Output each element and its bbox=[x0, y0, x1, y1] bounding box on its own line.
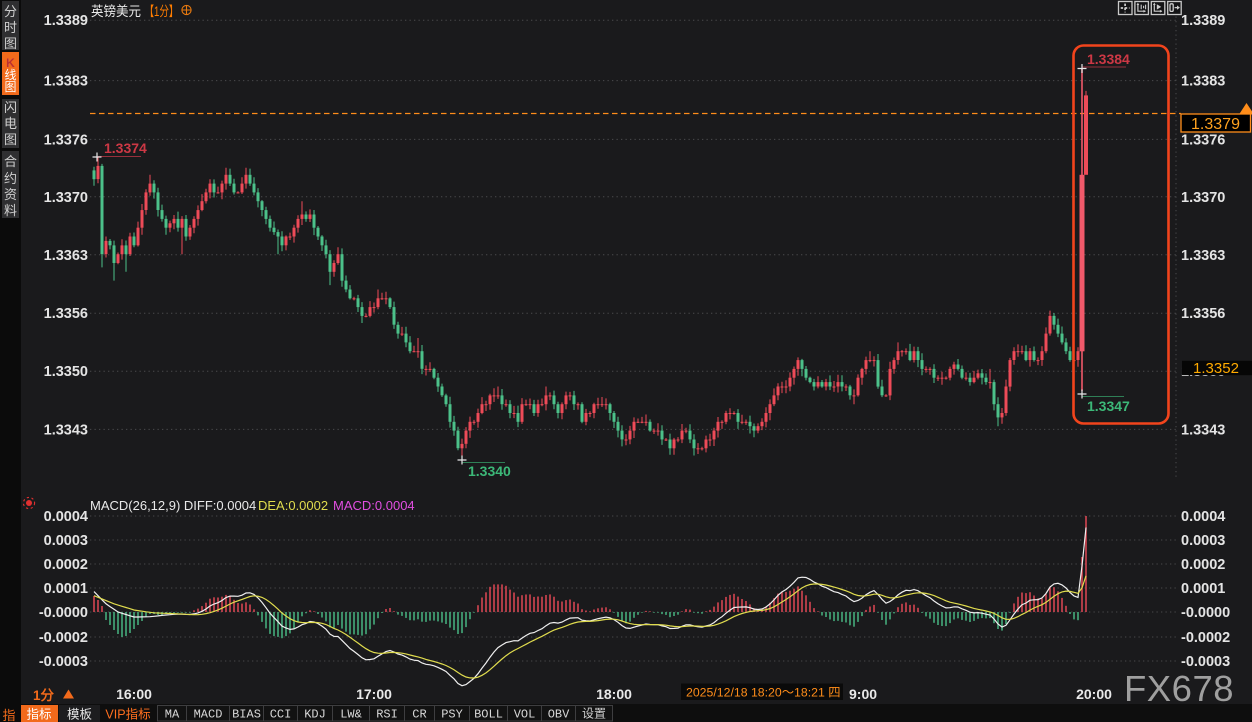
svg-text:RSI: RSI bbox=[376, 708, 398, 722]
svg-text:BOLL: BOLL bbox=[474, 708, 503, 722]
svg-text:1.3343: 1.3343 bbox=[1181, 422, 1225, 438]
svg-text:LW&: LW& bbox=[340, 708, 362, 722]
svg-text:0.0004: 0.0004 bbox=[44, 509, 88, 525]
svg-text:VOL: VOL bbox=[514, 708, 536, 722]
svg-text:PSY: PSY bbox=[441, 708, 463, 722]
svg-text:分: 分 bbox=[4, 4, 17, 19]
svg-text:FX678: FX678 bbox=[1124, 668, 1234, 709]
svg-text:【1分】: 【1分】 bbox=[145, 4, 179, 19]
svg-text:20:00: 20:00 bbox=[1076, 686, 1112, 702]
svg-text:1.3356: 1.3356 bbox=[44, 306, 88, 322]
svg-text:-0.0000: -0.0000 bbox=[1181, 605, 1230, 621]
svg-text:1.3376: 1.3376 bbox=[44, 132, 88, 148]
svg-text:1.3356: 1.3356 bbox=[1181, 306, 1225, 322]
svg-text:1.3389: 1.3389 bbox=[44, 13, 88, 29]
svg-text:OBV: OBV bbox=[548, 708, 570, 722]
svg-text:CR: CR bbox=[412, 708, 426, 722]
svg-text:-0.0000: -0.0000 bbox=[39, 605, 88, 621]
svg-text:资: 资 bbox=[4, 187, 17, 202]
svg-text:约: 约 bbox=[4, 171, 17, 186]
svg-text:设置: 设置 bbox=[582, 707, 606, 721]
svg-text:合: 合 bbox=[4, 154, 17, 169]
svg-text:1.3379: 1.3379 bbox=[1191, 116, 1240, 133]
svg-text:-0.0002: -0.0002 bbox=[39, 630, 88, 646]
svg-text:K: K bbox=[6, 56, 15, 70]
svg-text:MACD: MACD bbox=[194, 708, 223, 722]
svg-text:MACD(26,12,9) DIFF:0.0004: MACD(26,12,9) DIFF:0.0004 bbox=[90, 498, 256, 513]
svg-text:0.0001: 0.0001 bbox=[44, 581, 88, 597]
svg-text:料: 料 bbox=[4, 203, 17, 218]
svg-text:MACD:0.0004: MACD:0.0004 bbox=[333, 498, 415, 513]
svg-text:电: 电 bbox=[4, 116, 17, 131]
svg-text:闪: 闪 bbox=[4, 100, 17, 115]
svg-text:17:00: 17:00 bbox=[356, 686, 392, 702]
svg-text:0.0004: 0.0004 bbox=[1181, 509, 1225, 525]
svg-text:MA: MA bbox=[165, 708, 180, 722]
svg-text:图: 图 bbox=[4, 80, 16, 94]
svg-text:1.3383: 1.3383 bbox=[1181, 74, 1225, 90]
svg-text:-0.0003: -0.0003 bbox=[39, 654, 88, 670]
svg-text:1.3352: 1.3352 bbox=[1193, 360, 1239, 377]
svg-text:1.3343: 1.3343 bbox=[44, 422, 88, 438]
svg-text:1.3384: 1.3384 bbox=[1087, 51, 1130, 67]
svg-text:1.3383: 1.3383 bbox=[44, 74, 88, 90]
svg-text:1.3363: 1.3363 bbox=[1181, 248, 1225, 264]
svg-text:1.3340: 1.3340 bbox=[468, 463, 511, 479]
svg-text:指标: 指标 bbox=[26, 707, 51, 722]
svg-text:16:00: 16:00 bbox=[116, 686, 152, 702]
svg-text:1.3347: 1.3347 bbox=[1087, 398, 1130, 414]
svg-text:1.3370: 1.3370 bbox=[1181, 190, 1225, 206]
svg-text:-0.0003: -0.0003 bbox=[1181, 654, 1230, 670]
svg-text:1.3370: 1.3370 bbox=[44, 190, 88, 206]
svg-text:1.3363: 1.3363 bbox=[44, 248, 88, 264]
svg-text:1.3350: 1.3350 bbox=[44, 364, 88, 380]
svg-text:2025/12/18 18:20～18:21 四: 2025/12/18 18:20～18:21 四 bbox=[686, 686, 841, 700]
svg-text:CCI: CCI bbox=[270, 708, 292, 722]
svg-text:0.0003: 0.0003 bbox=[44, 533, 88, 549]
svg-text:英镑美元: 英镑美元 bbox=[91, 3, 141, 19]
svg-text:线: 线 bbox=[4, 68, 16, 82]
svg-text:0.0002: 0.0002 bbox=[1181, 557, 1225, 573]
svg-text:9:00: 9:00 bbox=[849, 686, 877, 702]
svg-text:0.0002: 0.0002 bbox=[44, 557, 88, 573]
svg-text:BIAS: BIAS bbox=[232, 708, 261, 722]
svg-text:1.3374: 1.3374 bbox=[104, 140, 147, 156]
svg-text:1.3389: 1.3389 bbox=[1181, 13, 1225, 29]
svg-text:DEA:0.0002: DEA:0.0002 bbox=[258, 498, 328, 513]
svg-text:指: 指 bbox=[2, 708, 15, 722]
svg-text:图: 图 bbox=[4, 132, 17, 147]
svg-text:VIP指标: VIP指标 bbox=[105, 707, 150, 722]
svg-text:18:00: 18:00 bbox=[596, 686, 632, 702]
svg-text:模板: 模板 bbox=[67, 708, 93, 722]
svg-text:1.3376: 1.3376 bbox=[1181, 132, 1225, 148]
svg-text:K: K bbox=[6, 56, 14, 70]
svg-text:KDJ: KDJ bbox=[304, 708, 326, 722]
svg-text:1分: 1分 bbox=[33, 688, 55, 703]
svg-text:0.0003: 0.0003 bbox=[1181, 533, 1225, 549]
svg-text:图: 图 bbox=[4, 36, 17, 51]
svg-text:0.0001: 0.0001 bbox=[1181, 581, 1225, 597]
svg-text:时: 时 bbox=[4, 20, 17, 35]
svg-text:-0.0002: -0.0002 bbox=[1181, 630, 1230, 646]
